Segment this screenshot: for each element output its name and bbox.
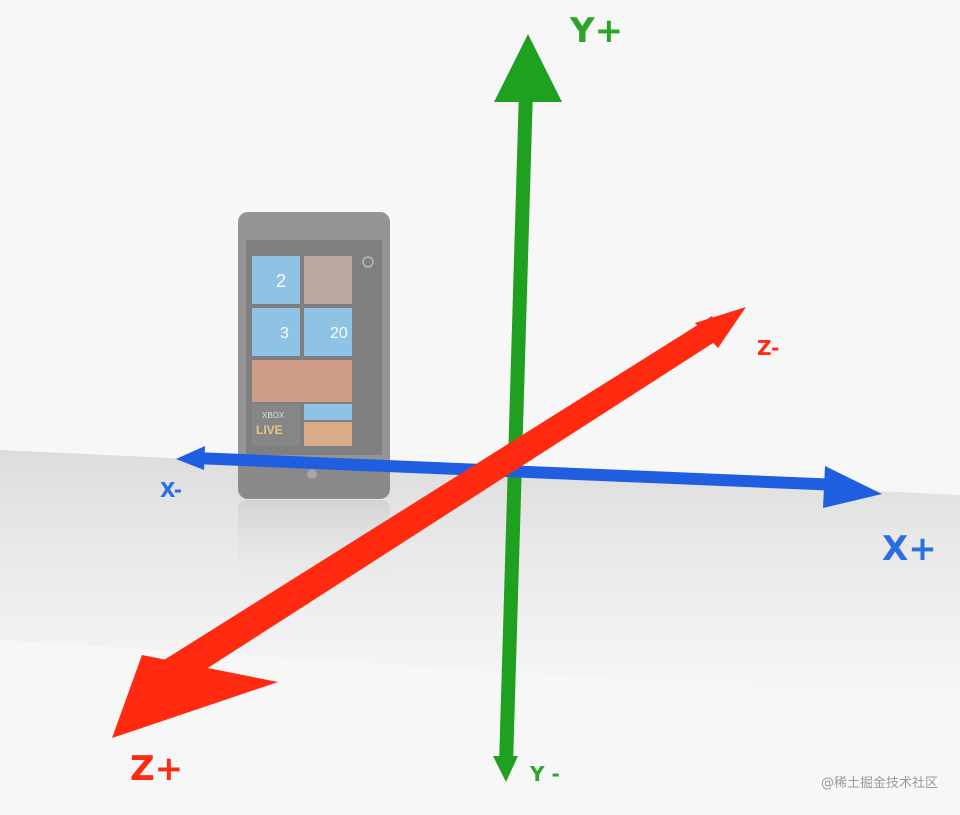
tile-marketplace bbox=[304, 422, 352, 446]
tile-mail bbox=[304, 308, 352, 356]
x-positive-label: X+ bbox=[882, 529, 937, 569]
xbox-text-top: XBOX bbox=[262, 411, 285, 420]
tile-xbox bbox=[252, 404, 300, 446]
z-axis-shaft bbox=[164, 316, 724, 682]
tile-phone bbox=[252, 256, 300, 304]
watermark: @稀土掘金技术社区 bbox=[820, 776, 938, 791]
z-axis-positive-arrowhead bbox=[112, 655, 278, 738]
y-positive-label: Y+ bbox=[570, 11, 624, 51]
tile-messages bbox=[252, 308, 300, 356]
x-axis-positive-arrowhead bbox=[823, 466, 882, 508]
xbox-text-bottom: LIVE bbox=[256, 423, 283, 437]
tile-people bbox=[304, 256, 352, 304]
z-positive-label: Z+ bbox=[130, 749, 184, 789]
z-axis-negative-arrowhead bbox=[695, 307, 746, 348]
z-negative-label: Z- bbox=[757, 336, 780, 360]
y-negative-label: Y - bbox=[530, 762, 560, 786]
tile-messages-count: 3 bbox=[280, 325, 289, 342]
y-axis-line bbox=[499, 89, 533, 766]
tile-photos bbox=[252, 360, 352, 402]
tile-phone-count: 2 bbox=[276, 271, 286, 291]
x-negative-label: X- bbox=[160, 478, 183, 502]
x-axis-line bbox=[194, 452, 841, 491]
y-axis-negative-arrowhead bbox=[493, 756, 518, 782]
phone: 2 3 20 XBOX LIVE bbox=[238, 212, 390, 499]
tile-mail-count: 20 bbox=[330, 325, 348, 342]
phone-arrow-icon bbox=[362, 256, 374, 268]
y-axis-positive-arrowhead bbox=[494, 34, 562, 102]
x-axis-negative-arrowhead bbox=[176, 446, 205, 470]
windows-button-icon bbox=[307, 469, 317, 479]
tile-music bbox=[304, 404, 352, 420]
